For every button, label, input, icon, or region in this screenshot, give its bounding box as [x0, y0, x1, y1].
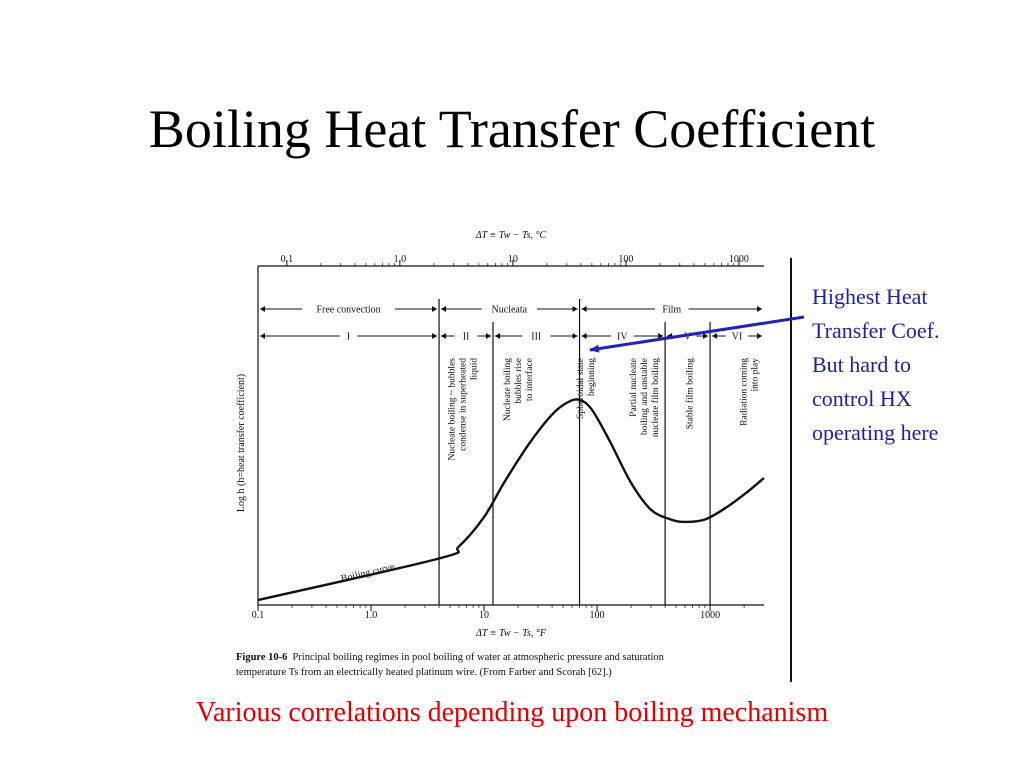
figure-caption-line: temperature Ts from an electrically heat… — [236, 667, 612, 678]
slide-subtitle: Various correlations depending upon boil… — [195, 697, 829, 728]
bottom-tick-label: 1.0 — [365, 610, 378, 621]
regime-arrow — [658, 333, 664, 339]
region-note: bubbles rise — [514, 358, 524, 404]
region-note: Nucleate boiling ~ bubbles — [448, 358, 458, 461]
bottom-tick-label: 100 — [590, 610, 605, 621]
regime-arrow — [757, 333, 762, 339]
region-note: beginning — [587, 358, 597, 396]
regime-group-arrow — [572, 306, 578, 312]
region-note: Spheroidal state — [576, 358, 586, 419]
callout-line: Highest Heat — [812, 284, 928, 309]
regime-arrow — [485, 333, 491, 339]
boiling-curve-label: Boiling curve — [340, 561, 396, 584]
top-tick-label: 0.1 — [281, 254, 294, 265]
figure-caption-number: Figure 10-6 — [236, 652, 287, 663]
regime-group-arrow — [757, 306, 762, 312]
bottom-tick-label: 0.1 — [252, 610, 265, 621]
region-note: Radiation coming — [739, 358, 749, 426]
peak-callout: Highest Heat Transfer Coef. But hard to … — [812, 280, 1012, 450]
region-note: nucleate film boiling — [650, 358, 661, 437]
top-tick-label: 100 — [618, 254, 633, 265]
regime-arrow — [260, 333, 265, 339]
region-note: to interface — [524, 358, 535, 401]
region-note: condense in superheated — [459, 358, 469, 451]
region-note: liquid — [470, 358, 480, 380]
y-axis-label: Log h (h=heat transfer coefficient) — [236, 374, 247, 512]
region-note: Partial nucleate — [629, 358, 639, 417]
regime-arrow — [667, 333, 673, 339]
top-tick-label: 1.0 — [394, 254, 407, 265]
regime-group-arrow — [432, 306, 438, 312]
regime-label: VI — [732, 332, 743, 343]
regime-group-label: Film — [662, 305, 681, 316]
callout-line: control HX — [812, 386, 912, 411]
regime-label: II — [463, 332, 470, 343]
boiling-curve-figure: ΔT ≡ Tw − Ts, °C ΔT ≡ Tw − Ts, °F Log h (h… — [236, 230, 792, 682]
callout-line: But hard to — [812, 352, 911, 377]
regime-label: I — [347, 332, 350, 343]
callout-line: Transfer Coef. — [812, 318, 940, 343]
region-note: Nucleate boiling — [503, 358, 513, 421]
regime-arrow — [703, 333, 709, 339]
regime-group-arrow — [581, 306, 587, 312]
top-tick-label: 1000 — [729, 254, 749, 265]
top-axis-label: ΔT ≡ Tw − Ts, °C — [475, 230, 547, 241]
regime-label: III — [531, 332, 541, 343]
callout-line: operating here — [812, 420, 939, 445]
regime-arrow — [441, 333, 447, 339]
regime-arrow — [581, 333, 587, 339]
bottom-axis-label: ΔT ≡ Tw − Ts, °F — [475, 628, 547, 639]
regime-label: V — [684, 332, 692, 343]
region-note: Stable film boiling — [685, 358, 696, 429]
figure-caption-text: Principal boiling regimes in pool boilin… — [292, 652, 664, 663]
boiling-curve-line — [257, 398, 765, 602]
regime-arrow — [712, 333, 718, 339]
region-note: boiling and unstable — [640, 358, 650, 435]
regime-group-arrow — [441, 306, 447, 312]
bottom-tick-label: 1000 — [700, 610, 720, 621]
regime-arrow — [494, 333, 500, 339]
regime-group-arrow — [260, 306, 265, 312]
regime-group-label: Free convection — [316, 305, 380, 316]
bottom-tick-label: 10 — [479, 610, 489, 621]
region-note: into play — [750, 358, 760, 392]
regime-arrow — [432, 333, 438, 339]
regime-group-label: Nucleata — [492, 305, 528, 316]
regime-label: IV — [617, 332, 628, 343]
top-tick-label: 10 — [508, 254, 518, 265]
slide-title: Boiling Heat Transfer Coefficient — [148, 99, 876, 159]
figure-caption-line: Figure 10-6 Principal boiling regimes in … — [236, 652, 665, 663]
regime-arrow — [572, 333, 578, 339]
